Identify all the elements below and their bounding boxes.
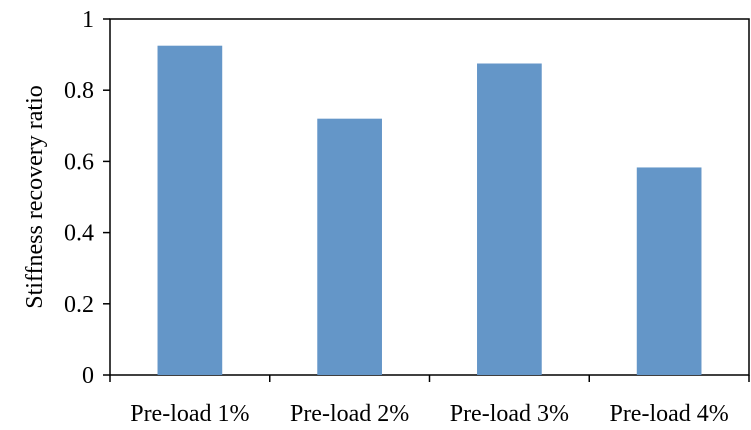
- y-axis-tick-labels: 0 0.2 0.4 0.6 0.8 1: [64, 7, 94, 389]
- bar-2: [317, 118, 382, 376]
- y-axis-ticks: [103, 18, 110, 376]
- bar-1: [157, 45, 223, 375]
- y-tick-label: 0.6: [64, 149, 94, 175]
- x-category-label: Pre-load 4%: [609, 401, 728, 427]
- y-tick-label: 1: [82, 7, 94, 33]
- y-tick-label: 0.2: [64, 292, 94, 318]
- x-category-label: Pre-load 2%: [290, 401, 409, 427]
- y-tick-label: 0.8: [64, 78, 94, 104]
- x-category-label: Pre-load 3%: [450, 401, 569, 427]
- plot-area: [103, 18, 750, 382]
- bar-3: [477, 63, 542, 375]
- y-tick-label: 0.4: [64, 221, 94, 247]
- x-category-label: Pre-load 1%: [130, 401, 249, 427]
- y-axis-label: Stiffness recovery ratio: [22, 85, 48, 309]
- bars: [157, 45, 702, 376]
- y-tick-label: 0: [82, 363, 94, 389]
- x-axis-category-labels: Pre-load 1% Pre-load 2% Pre-load 3% Pre-loa…: [130, 401, 729, 427]
- bar-4: [636, 167, 702, 375]
- x-axis-ticks: [109, 375, 750, 382]
